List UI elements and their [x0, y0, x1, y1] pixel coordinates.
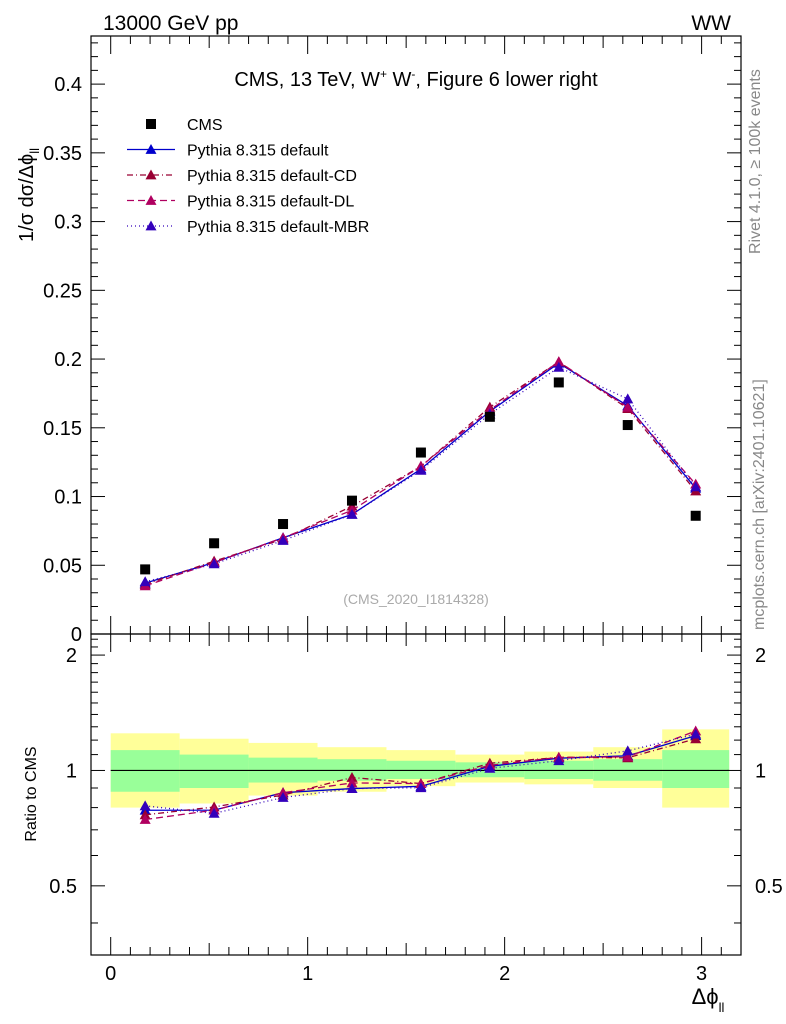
- ratio-band-inner: [179, 754, 249, 788]
- cms-data-point: [140, 564, 151, 575]
- chart-title: CMS, 13 TeV, W+ W-, Figure 6 lower right: [234, 67, 598, 91]
- y-tick-label: 0.3: [54, 212, 82, 234]
- y-tick-label: 0.1: [54, 487, 82, 509]
- series-point-pythia-8-315-default-mbr: [622, 393, 634, 404]
- legend-label-pythia-8-315-default-dl: Pythia 8.315 default-DL: [187, 194, 354, 211]
- legend-label-cms: CMS: [187, 117, 223, 134]
- ratio-point-pythia-8-315-default-mbr: [415, 782, 427, 793]
- series-point-pythia-8-315-default-mbr: [277, 535, 289, 545]
- y-tick-label: 0: [71, 624, 82, 646]
- ratio-y-tick-label-right: 0.5: [755, 876, 783, 898]
- ratio-y-tick-label: 2: [66, 645, 77, 667]
- y-tick-label: 0.2: [54, 349, 82, 371]
- ratio-point-pythia-8-315-default-mbr: [622, 745, 634, 756]
- rivet-version-label: Rivet 4.1.0, ≥ 100k events: [747, 69, 764, 254]
- ratio-point-pythia-8-315-default-dl: [139, 814, 151, 824]
- legend-label-pythia-8-315-default: Pythia 8.315 default: [187, 143, 329, 160]
- ratio-y-tick-label-right: 1: [755, 760, 766, 782]
- ratio-point-pythia-8-315-default-mbr: [346, 783, 358, 793]
- main-panel: 0 0.05 0.1 0.15 0.2 0.25 0.3 0.35 0.4 CMS, 13 Te…: [16, 35, 742, 646]
- ratio-plot-content: [110, 725, 730, 824]
- legend-marker-pythia-8-315-default-dl: [145, 195, 157, 205]
- series-point-pythia-8-315-default-dl: [553, 356, 565, 367]
- x-tick-label: 1: [302, 963, 313, 985]
- ratio-point-pythia-8-315-default-mbr: [139, 800, 151, 811]
- ratio-panel-frame: [90, 633, 742, 956]
- series-point-pythia-8-315-default-mbr: [208, 558, 220, 569]
- ratio-point-pythia-8-315-default-mbr: [277, 792, 289, 802]
- y-tick-label: 0.25: [43, 280, 82, 302]
- legend-marker-pythia-8-315-default-cd: [145, 169, 157, 180]
- legend-marker-pythia-8-315-default: [145, 144, 157, 154]
- cms-data-point: [415, 447, 426, 458]
- ratio-y-axis-label: Ratio to CMS: [23, 746, 40, 841]
- y-tick-label: 0.15: [43, 418, 82, 440]
- header-energy-label: 13000 GeV pp: [103, 12, 238, 35]
- y-axis-label: 1/σ dσ/Δϕll: [16, 148, 42, 242]
- legend-label-pythia-8-315-default-cd: Pythia 8.315 default-CD: [187, 168, 357, 185]
- ratio-line-pythia-8-315-default-mbr: [145, 733, 696, 815]
- main-plot-content: [139, 356, 702, 591]
- ratio-point-pythia-8-315-default-mbr: [553, 755, 565, 766]
- y-tick-label: 0.35: [43, 143, 82, 165]
- ratio-band-inner: [662, 750, 730, 788]
- y-tick-label: 0.4: [54, 74, 82, 96]
- ratio-y-tick-label: 0.5: [49, 876, 77, 898]
- ratio-point-pythia-8-315-default-mbr: [484, 762, 496, 773]
- header-process-label: WW: [691, 12, 731, 35]
- x-tick-label: 2: [499, 963, 510, 985]
- cms-data-point: [553, 377, 564, 388]
- series-point-pythia-8-315-default-mbr: [690, 481, 702, 492]
- ratio-point-pythia-8-315-default-dl: [622, 751, 634, 762]
- series-point-pythia-8-315-default-mbr: [415, 464, 427, 475]
- series-point-pythia-8-315-default-mbr: [553, 361, 565, 372]
- main-x-axis-ticks: [90, 36, 742, 634]
- cms-data-point: [346, 495, 357, 506]
- legend-marker-pythia-8-315-default-mbr: [145, 220, 157, 231]
- ratio-point-pythia-8-315-default-mbr: [208, 807, 220, 818]
- cms-data-point: [622, 420, 633, 431]
- legend: CMS Pythia 8.315 default Pythia 8.315 defa…: [127, 117, 369, 236]
- ratio-point-pythia-8-315-default-dl: [346, 777, 358, 788]
- ratio-line-pythia-8-315-default-cd: [145, 738, 696, 816]
- ratio-point-pythia-8-315-default-mbr: [690, 728, 702, 739]
- cms-data-point: [484, 411, 495, 422]
- ratio-x-axis: 0 1 2 3: [90, 634, 742, 985]
- x-axis-label: Δϕll: [692, 984, 725, 1015]
- main-y-axis: 0 0.05 0.1 0.15 0.2 0.25 0.3 0.35 0.4: [43, 42, 741, 646]
- legend-label-pythia-8-315-default-mbr: Pythia 8.315 default-MBR: [187, 219, 369, 236]
- legend-marker-cms: [146, 119, 156, 129]
- ratio-y-axis: 0.5 0.5 1 1 2 2: [49, 638, 783, 924]
- x-tick-label: 0: [105, 963, 116, 985]
- series-point-pythia-8-315-default-mbr: [346, 508, 358, 519]
- ratio-point-pythia-8-315-default-cd: [346, 771, 358, 782]
- analysis-id-label: (CMS_2020_I1814328): [343, 591, 489, 607]
- x-tick-label: 3: [696, 963, 707, 985]
- cms-data-point: [690, 510, 701, 521]
- series-point-pythia-8-315-default-mbr: [139, 576, 151, 587]
- ratio-panel: 0.5 0.5 1 1 2 2 0 1 2 3 Ratio to CMS: [23, 633, 783, 985]
- series-point-pythia-8-315-default-dl: [622, 401, 634, 412]
- y-tick-label: 0.05: [43, 555, 82, 577]
- ratio-y-tick-label-right: 2: [755, 645, 766, 667]
- cms-data-point: [209, 538, 220, 549]
- ratio-y-tick-label: 1: [66, 760, 77, 782]
- cms-data-point: [278, 519, 289, 530]
- mcplots-reference-label: mcplots.cern.ch [arXiv:2401.10621]: [751, 379, 768, 630]
